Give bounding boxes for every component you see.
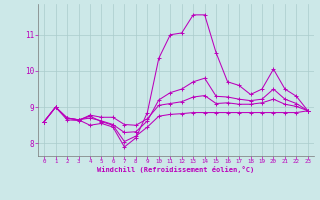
X-axis label: Windchill (Refroidissement éolien,°C): Windchill (Refroidissement éolien,°C) [97,166,255,173]
